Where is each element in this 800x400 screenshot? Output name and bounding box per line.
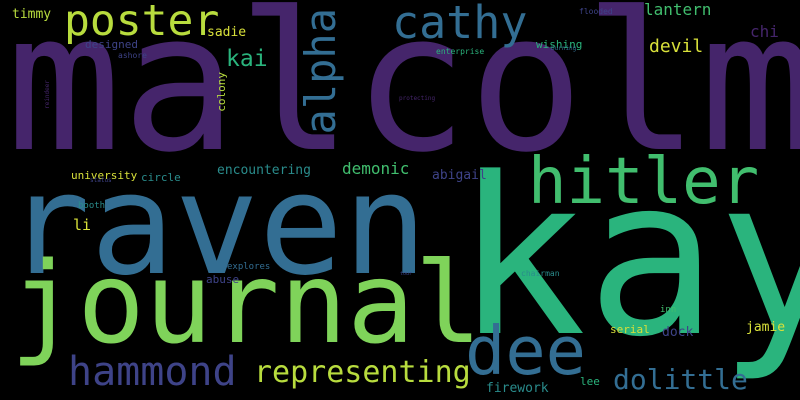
word: explores [227, 262, 271, 272]
word: timmy [12, 7, 52, 22]
word: dee [465, 312, 587, 390]
word: demonic [342, 159, 410, 178]
word: malcolm [6, 0, 800, 195]
word: tour [400, 271, 413, 277]
word: university [71, 169, 138, 182]
word: lantern [644, 0, 712, 19]
word: encountering [217, 163, 311, 178]
word: abuse [206, 273, 240, 286]
word: enterprise [436, 47, 485, 56]
word: flooded [579, 7, 613, 16]
word: li [73, 216, 92, 234]
word: wishing [536, 38, 583, 51]
word: chi [750, 22, 779, 41]
word: booth [78, 201, 106, 211]
word: reindeer [44, 80, 51, 109]
word: dolittle [613, 363, 748, 396]
word: journal [10, 239, 483, 369]
word: protecting [399, 95, 436, 102]
word: inn [660, 305, 677, 315]
word: status [90, 177, 112, 184]
word: cathy [392, 0, 528, 49]
word: colony [215, 72, 228, 112]
word: kay [455, 132, 800, 385]
word: chairman [521, 269, 560, 278]
word: jamie [746, 320, 786, 335]
word: serial [610, 323, 650, 336]
word: devil [649, 36, 704, 57]
word: ashore [118, 51, 147, 60]
word: designed [85, 38, 138, 51]
word: kai [226, 46, 268, 72]
word: circle [141, 171, 181, 184]
word: firework [486, 381, 549, 396]
word: poster [64, 0, 220, 46]
word: hammond [68, 349, 237, 395]
word: lee [580, 375, 600, 388]
word: burning [551, 45, 577, 52]
word: alpha [296, 8, 345, 135]
word: abigail [432, 168, 487, 183]
word: dock [662, 325, 694, 340]
word: raven [6, 144, 428, 307]
word: sadie [207, 25, 247, 40]
word: representing [254, 355, 471, 390]
word: hitler [528, 145, 760, 219]
